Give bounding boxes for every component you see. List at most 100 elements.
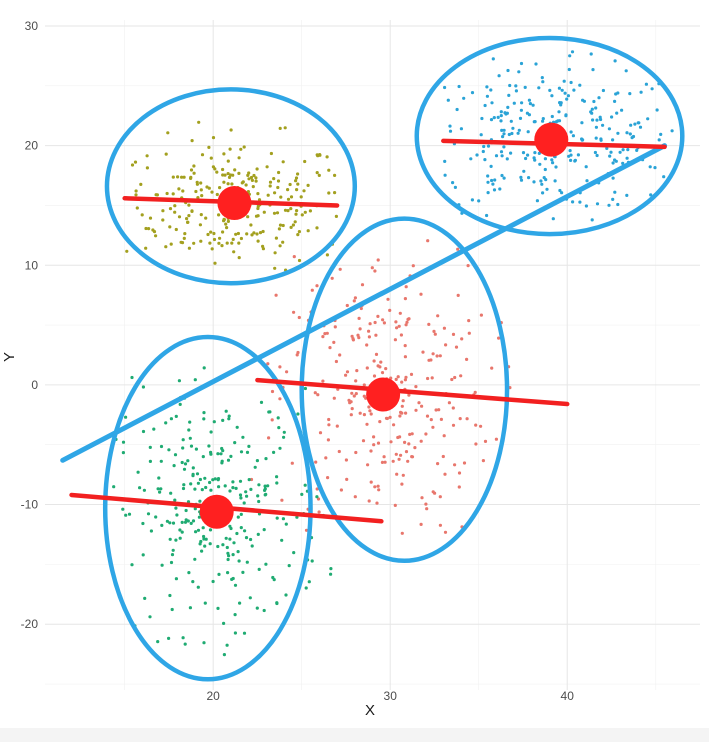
data-point [473,390,477,394]
data-point [271,575,275,580]
data-point [257,198,262,202]
data-point [519,175,523,179]
data-point [429,418,433,422]
data-point [187,203,191,207]
data-point [199,539,203,544]
data-point [375,501,379,505]
data-point [366,463,370,467]
data-point [372,435,376,439]
data-point [213,261,217,265]
data-point [268,180,273,184]
data-point [497,336,501,340]
data-point [510,131,514,136]
data-point [437,408,441,412]
data-point [233,613,237,617]
data-point [191,519,196,523]
data-point [250,233,254,237]
data-point [558,101,562,105]
data-point [541,117,545,121]
data-point [321,379,325,383]
data-point [490,101,494,105]
data-point [486,191,490,195]
data-point [202,534,206,539]
data-point [181,636,185,640]
data-point [169,491,173,495]
data-point [255,459,259,463]
data-point [182,236,186,240]
data-point [361,439,366,443]
data-point [584,204,589,208]
data-point [453,463,457,467]
data-point [149,529,153,533]
data-point [489,118,494,122]
data-point [203,544,207,548]
data-point [277,227,281,231]
data-point [221,418,225,422]
data-point [235,531,239,536]
data-point [465,357,469,361]
data-point [554,165,558,169]
data-point [158,490,162,494]
data-point [222,621,226,626]
data-point [399,333,403,337]
data-point [614,92,618,96]
data-point [362,394,366,398]
data-point [180,520,184,525]
data-point [178,528,182,532]
data-point [302,189,306,193]
data-point [144,246,148,250]
data-point [193,507,197,511]
data-point [419,292,423,296]
data-point [550,158,554,162]
data-point [146,512,151,516]
data-point [257,499,261,504]
data-point [424,502,428,506]
data-point [494,437,498,441]
data-point [277,426,281,430]
data-point [524,156,528,161]
data-point [212,237,217,242]
data-point [239,147,243,151]
data-point [607,203,611,207]
data-point [425,414,430,418]
data-point [241,570,245,575]
data-point [433,332,437,336]
data-point [542,176,546,180]
data-point [315,171,319,175]
data-point [177,215,182,219]
data-point [269,151,273,156]
data-point [485,94,489,98]
data-point [541,191,545,195]
data-point [625,131,629,135]
data-point [255,167,259,171]
data-point [274,293,278,297]
data-point [156,640,160,644]
data-point [239,450,244,454]
data-point [421,350,425,354]
x-tick-label: 40 [561,689,575,703]
data-point [386,297,390,301]
data-point [605,146,609,150]
data-point [293,220,297,224]
data-point [532,180,536,184]
data-point [394,377,398,381]
data-point [414,408,418,412]
data-point [655,108,659,112]
data-point [202,417,206,421]
data-point [183,232,187,236]
data-point [315,284,319,288]
data-point [353,296,357,300]
data-point [208,542,212,546]
data-point [255,606,259,610]
data-point [570,50,575,54]
data-point [283,126,287,130]
data-point [512,101,516,105]
data-point [284,593,288,597]
data-point [231,237,235,241]
data-point [196,196,200,200]
data-point [135,206,139,210]
data-point [409,372,414,376]
data-point [569,158,573,162]
data-point [541,119,545,123]
data-point [327,423,331,427]
